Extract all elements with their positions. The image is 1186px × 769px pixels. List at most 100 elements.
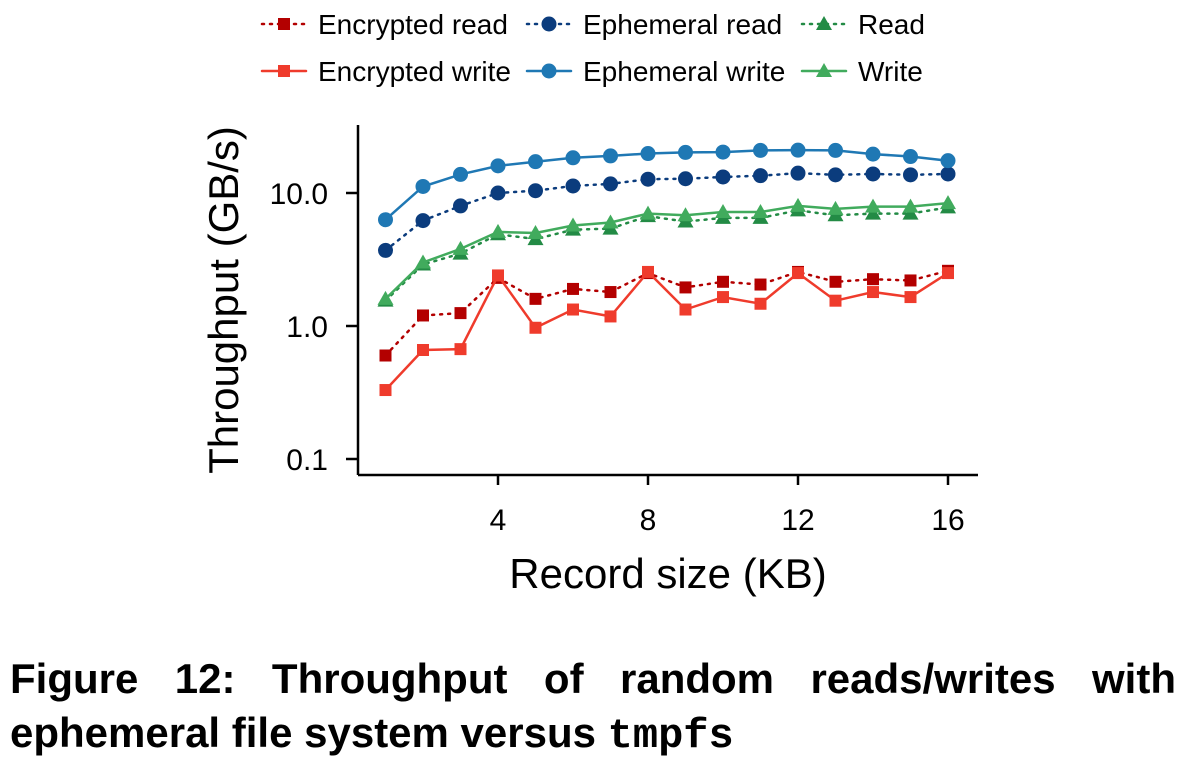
y-tick-label: 1.0 <box>286 311 328 344</box>
data-point-write <box>490 223 506 238</box>
chart-axes <box>356 125 978 477</box>
legend-marker <box>278 65 290 77</box>
data-point-ephemeral-write <box>565 150 581 166</box>
data-point-write <box>602 214 619 229</box>
legend-item-encrypted-write: Encrypted write <box>260 56 511 87</box>
data-point-write <box>452 240 469 255</box>
series-line-ephemeral-write <box>384 148 950 221</box>
data-point-write <box>902 198 919 213</box>
data-point-ephemeral-read <box>753 168 768 184</box>
data-point-ephemeral-write <box>715 144 731 160</box>
legend-item-write: Write <box>800 56 923 87</box>
data-point-encrypted-read <box>829 275 842 288</box>
data-point-encrypted-read <box>754 278 767 291</box>
data-point-ephemeral-read <box>903 167 918 183</box>
data-point-write <box>415 254 431 269</box>
data-point-ephemeral-read <box>678 171 693 187</box>
data-point-encrypted-read <box>454 307 467 320</box>
data-point-encrypted-write <box>454 343 467 356</box>
caption-line-1: Figure 12: Throughput of random reads/wr… <box>10 655 1176 702</box>
series-line-write <box>384 201 950 301</box>
data-point-encrypted-read <box>679 281 692 294</box>
data-point-write <box>565 217 581 232</box>
legend-label: Encrypted read <box>318 9 508 40</box>
data-point-encrypted-write <box>679 303 692 316</box>
series-layer <box>377 142 956 397</box>
data-point-encrypted-write <box>567 303 579 316</box>
data-point-encrypted-read <box>379 349 392 362</box>
data-point-ephemeral-write <box>528 154 543 170</box>
data-point-encrypted-write <box>492 269 504 282</box>
legend-label: Ephemeral read <box>583 9 782 40</box>
data-point-ephemeral-write <box>603 148 618 164</box>
data-point-encrypted-write <box>792 267 804 280</box>
series-line-encrypted-read <box>384 269 950 357</box>
data-point-write <box>827 200 844 215</box>
data-point-write <box>790 197 806 212</box>
legend-item-read: Read <box>800 9 925 40</box>
x-axis-label: Record size (KB) <box>509 550 826 597</box>
data-point-encrypted-read <box>529 292 542 305</box>
data-point-ephemeral-read <box>528 183 543 199</box>
legend-marker <box>278 18 290 30</box>
data-point-write <box>377 290 394 305</box>
data-point-ephemeral-write <box>415 178 431 194</box>
legend-item-encrypted-read: Encrypted read <box>260 9 508 40</box>
data-point-write <box>640 205 656 220</box>
x-tick-label: 16 <box>931 504 964 537</box>
legend-item-ephemeral-read: Ephemeral read <box>525 9 782 40</box>
data-point-encrypted-read <box>904 274 917 287</box>
data-point-encrypted-write <box>829 294 842 307</box>
data-point-ephemeral-write <box>865 146 881 162</box>
figure-caption: Figure 12: Throughput of random reads/wr… <box>10 652 1176 763</box>
data-point-ephemeral-write <box>903 149 918 165</box>
data-point-ephemeral-read <box>603 176 618 192</box>
data-point-ephemeral-read <box>378 242 393 258</box>
data-point-ephemeral-write <box>378 212 393 228</box>
data-point-encrypted-read <box>567 282 579 295</box>
series-ephemeral-read <box>378 165 956 258</box>
y-tick-label: 10.0 <box>270 178 328 211</box>
data-point-encrypted-write <box>417 344 429 357</box>
data-point-ephemeral-write <box>678 144 693 160</box>
data-point-ephemeral-read <box>490 185 506 201</box>
data-point-ephemeral-read <box>940 166 956 182</box>
data-point-write <box>940 195 956 210</box>
data-point-write <box>715 203 731 218</box>
data-point-encrypted-write <box>379 384 392 397</box>
series-ephemeral-write <box>378 142 956 228</box>
data-point-ephemeral-read <box>790 165 806 181</box>
data-point-ephemeral-write <box>490 158 506 174</box>
data-point-encrypted-read <box>717 275 729 288</box>
legend-label: Ephemeral write <box>583 56 785 87</box>
legend-label: Read <box>858 9 925 40</box>
data-point-encrypted-write <box>942 267 954 280</box>
chart-legend: Encrypted read Ephemeral read Read Encrypte… <box>260 9 925 87</box>
legend-label: Encrypted write <box>318 56 511 87</box>
series-line-read <box>384 206 950 302</box>
data-point-encrypted-read <box>417 309 429 322</box>
data-point-ephemeral-write <box>453 166 468 182</box>
data-point-ephemeral-write <box>640 146 656 162</box>
data-point-write <box>527 225 544 240</box>
data-point-write <box>752 203 769 218</box>
data-point-ephemeral-read <box>715 169 731 185</box>
data-point-ephemeral-read <box>865 166 881 182</box>
data-point-ephemeral-write <box>790 142 806 158</box>
legend-marker <box>816 63 832 77</box>
y-axis-label: Throughput (GB/s) <box>200 126 247 474</box>
data-point-encrypted-read <box>604 286 617 299</box>
data-point-encrypted-write <box>904 291 917 304</box>
data-point-encrypted-write <box>529 321 542 334</box>
axis-ticks: 4 8 12 16 0.1 1.0 10.0 <box>270 178 965 537</box>
data-point-encrypted-write <box>754 297 767 310</box>
data-point-encrypted-write <box>717 291 729 304</box>
series-line-ephemeral-read <box>384 171 950 252</box>
data-point-ephemeral-write <box>828 142 843 158</box>
y-tick-label: 0.1 <box>286 444 328 477</box>
x-tick-label: 8 <box>640 504 657 537</box>
data-point-encrypted-read <box>867 273 879 286</box>
legend-marker <box>816 16 832 30</box>
data-point-ephemeral-write <box>753 142 768 158</box>
legend-item-ephemeral-write: Ephemeral write <box>525 56 785 87</box>
